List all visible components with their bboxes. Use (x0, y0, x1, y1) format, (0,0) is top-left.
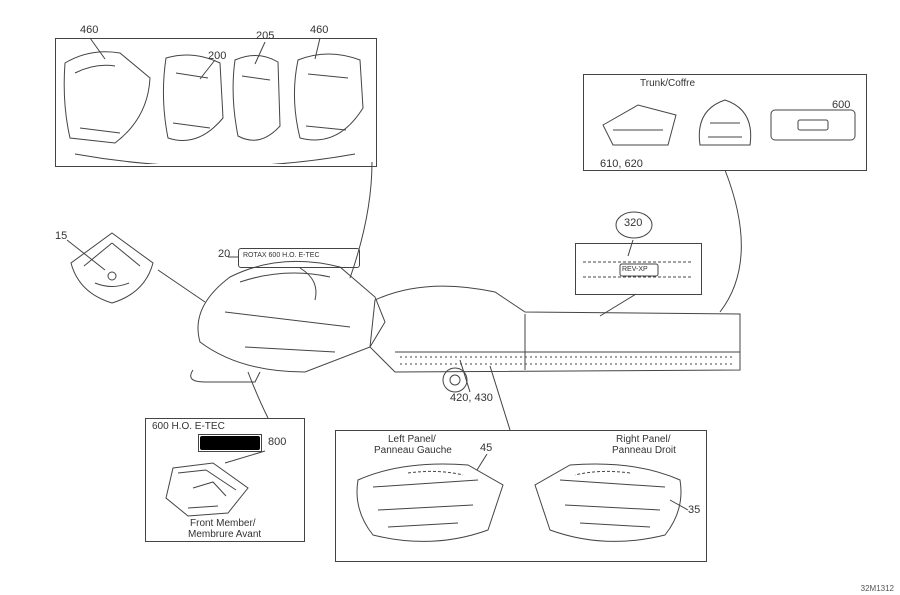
callout-600: 600 (832, 99, 850, 111)
leader-800 (215, 448, 275, 468)
leader-420-430 (445, 355, 485, 395)
front-member-label-fr: Membrure Avant (188, 529, 261, 540)
trunk-part-3 (768, 105, 858, 145)
callout-800: 800 (268, 436, 286, 448)
trunk-part-2 (690, 95, 760, 155)
leader-15 (55, 230, 175, 320)
right-panel-label-en: Right Panel/ (616, 434, 670, 445)
callout-320: 320 (624, 217, 642, 229)
top-left-callout-leaders (55, 24, 375, 164)
leader-45 (475, 452, 505, 472)
right-side-panel (528, 455, 690, 555)
trunk-part-1 (598, 95, 683, 155)
left-panel-label-en: Left Panel/ (388, 434, 436, 445)
callout-610-620: 610, 620 (600, 158, 643, 170)
trunk-label: Trunk/Coffre (640, 78, 695, 89)
corner-code: 32M1312 (861, 584, 894, 593)
front-member-label-en: Front Member/ (190, 518, 256, 529)
parts-diagram: 460 200 205 460 Trunk/Coffre 610, 620 60… (0, 0, 900, 595)
leader-35 (668, 498, 692, 516)
engine-model-label: 600 H.O. E-TEC (152, 421, 225, 432)
